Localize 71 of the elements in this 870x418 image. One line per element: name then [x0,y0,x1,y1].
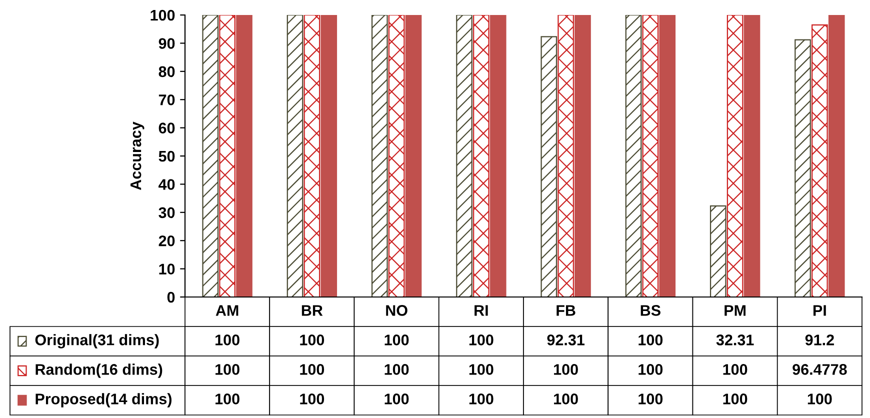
bar [794,39,811,297]
data-label: 100 [469,364,494,375]
bar [371,15,388,297]
bar [202,15,219,297]
y-tick-label: 60 [158,122,175,134]
y-tick-label: 90 [158,38,175,49]
data-label: 100 [638,364,663,375]
x-tick-label: RI [474,305,488,316]
data-label: 100 [384,364,409,375]
data-label: 100 [723,394,748,404]
data-label: 96.4778 [792,364,847,375]
data-label: 100 [554,364,578,375]
x-tick-label: BR [302,305,323,316]
data-label: 100 [384,334,409,346]
bar [744,15,760,297]
data-label: 32.31 [716,334,754,346]
bar [625,15,642,297]
data-label: 100 [638,334,663,346]
y-tick-label: 50 [158,150,175,162]
bar [540,36,558,297]
data-label: 100 [554,394,578,404]
y-axis-title: Accuracy [130,122,144,190]
bar [710,205,726,297]
y-tick-label: 40 [158,179,175,190]
bar [388,15,405,297]
bar [812,24,828,297]
y-tick-label: 70 [158,94,175,106]
y-tick-label: 20 [158,235,175,246]
x-tick-label: PM [724,305,746,316]
bar [473,15,490,297]
bar [490,15,506,297]
y-tick-label: 10 [159,264,175,274]
data-label: 100 [808,394,832,404]
x-tick-label: FB [556,305,576,316]
bar [558,15,574,297]
data-label: 92.31 [547,334,585,346]
data-label: 100 [723,364,748,375]
y-tick-label: 80 [158,66,175,78]
data-label: 91.2 [805,334,834,346]
x-tick-label: NO [386,305,408,316]
x-tick-label: PI [813,305,826,316]
bar [659,15,676,297]
bar [574,15,591,297]
data-label: 100 [638,394,663,404]
bar [456,15,472,297]
bar [236,15,252,297]
bar [286,15,304,297]
data-label: 100 [300,394,324,404]
x-tick-label: AM [216,305,238,316]
bar [642,15,659,297]
data-label: 100 [469,394,494,404]
y-tick-label: 30 [158,207,175,218]
data-label: 100 [384,394,409,404]
data-label: 100 [216,334,240,346]
data-label: 100 [300,364,324,375]
bar [320,15,338,297]
legend-label: Original(31 dims) [35,334,159,348]
data-label: 100 [216,364,240,375]
bar [304,15,320,297]
bar [726,15,744,297]
data-label: 100 [216,394,240,404]
bar [219,15,236,297]
bar [405,15,422,297]
bar [828,15,845,297]
data-label: 100 [469,334,494,346]
legend-label: Proposed(14 dims) [36,393,172,408]
y-tick-label: 0 [167,292,175,303]
y-tick-label: 100 [150,10,175,21]
legend-label: Random(16 dims) [36,364,162,378]
x-tick-label: BS [640,305,660,316]
data-label: 100 [300,334,324,346]
